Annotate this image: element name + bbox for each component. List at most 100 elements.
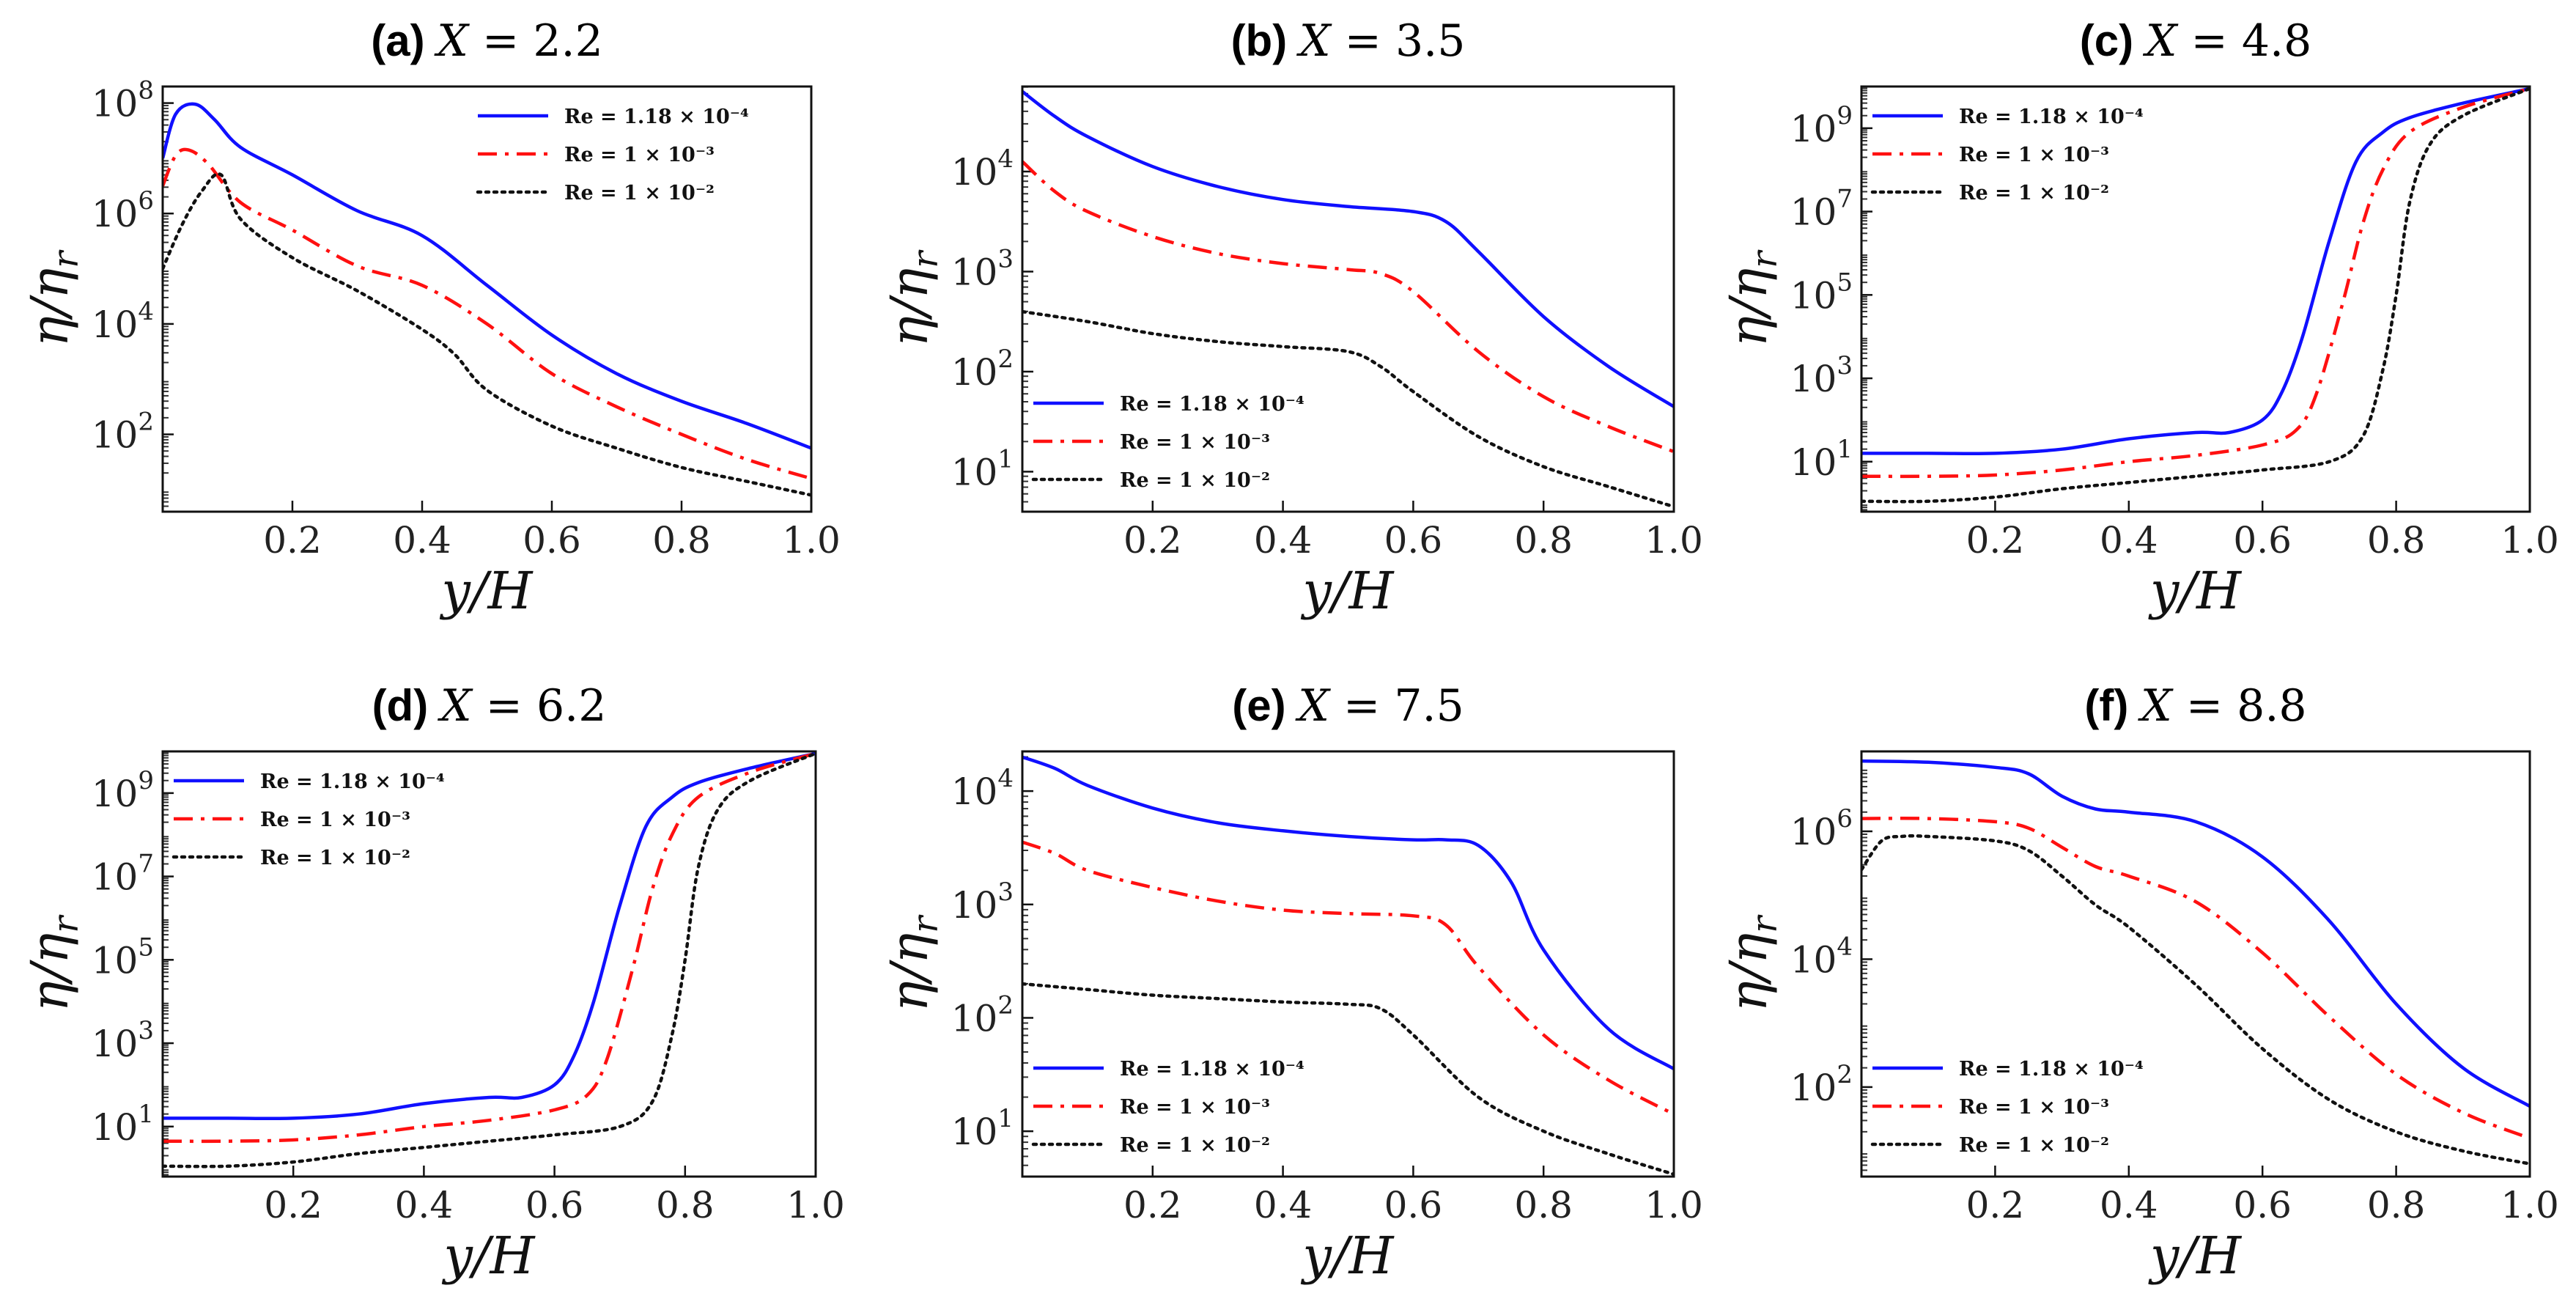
legend: Re = 1.18 × 10⁻⁴ Re = 1 × 10⁻³ Re = 1 × 10… <box>171 770 445 869</box>
y-tick-label: 102 <box>951 345 1014 394</box>
y-tick-label: 106 <box>1790 804 1853 853</box>
title-equation: = 6.2 <box>472 680 607 732</box>
y-tick-label: 104 <box>1790 932 1853 981</box>
title-equation: = 4.8 <box>2177 15 2311 67</box>
x-tick-label: 0.6 <box>2233 519 2292 562</box>
y-tick-label: 105 <box>92 932 154 982</box>
panel-e-title: (e) X = 7.5 <box>1232 680 1464 732</box>
x-tick-label: 1.0 <box>1645 519 1703 562</box>
y-tick-label: 108 <box>92 76 154 125</box>
y-tick-label: 103 <box>1790 351 1853 400</box>
series-line-3 <box>1022 309 1674 509</box>
title-equation: = 2.2 <box>468 15 603 67</box>
axes-frame <box>1860 750 2531 1178</box>
y-tick-label: 102 <box>951 990 1014 1039</box>
x-tick-label: 0.8 <box>1514 1184 1573 1226</box>
panel-c: (c) X = 4.8 101 103 105 107 109 0.2 0.4 0.6 0.8 1.… <box>1719 15 2559 621</box>
panel-d: (d) X = 6.2 101 103 105 107 109 0.2 0.4 0.6 0.8 1.… <box>20 680 845 1286</box>
series-line-2 <box>1861 87 2530 479</box>
y-tick-label: 104 <box>951 144 1014 194</box>
x-tick-label: 0.6 <box>1384 1184 1443 1226</box>
axes-frame <box>161 750 817 1178</box>
x-tick-label: 0.8 <box>1514 519 1573 562</box>
x-axis-label: y/H <box>441 1226 536 1286</box>
y-tick-label: 104 <box>951 764 1014 813</box>
series-line-1 <box>163 751 816 1121</box>
x-tick-label: 0.6 <box>1384 519 1443 562</box>
panel-c-title: (c) X = 4.8 <box>2080 15 2312 67</box>
panel-d-title: (d) X = 6.2 <box>372 680 607 732</box>
title-equation: = 8.8 <box>2172 680 2307 732</box>
x-tick-label: 0.2 <box>1123 519 1182 562</box>
panel-f: (f) X = 8.8 102 104 106 0.2 0.4 0.6 0.8 1.0 y/H η/… <box>1719 680 2559 1286</box>
series-line-1 <box>1861 759 2530 1108</box>
legend-label: Re = 1 × 10⁻³ <box>1120 1096 1270 1119</box>
series-line-2 <box>163 147 811 480</box>
series-line-3 <box>163 172 811 497</box>
y-tick-label: 104 <box>92 297 154 346</box>
title-label: (e) <box>1232 681 1298 730</box>
legend: Re = 1.18 × 10⁻⁴ Re = 1 × 10⁻³ Re = 1 × 10… <box>1870 1058 2144 1157</box>
y-tick-label: 103 <box>92 1016 154 1065</box>
y-tick-label: 101 <box>951 1104 1014 1153</box>
series-line-1 <box>1022 90 1674 408</box>
panel-b: (b) X = 3.5 101 102 103 104 0.2 0.4 0.6 0.8 1.0 y/… <box>879 15 1703 621</box>
series-line-1 <box>1861 87 2530 456</box>
y-tick-label: 101 <box>1790 435 1853 484</box>
title-variable: X <box>1296 15 1332 67</box>
title-label: (a) <box>371 16 437 65</box>
series-line-2 <box>1022 840 1674 1116</box>
y-tick-label: 106 <box>92 186 154 235</box>
legend-label: Re = 1.18 × 10⁻⁴ <box>1120 1058 1304 1081</box>
axes-frame <box>1021 85 1675 513</box>
x-tick-label: 1.0 <box>1645 1184 1703 1226</box>
x-axis-label: y/H <box>1300 1226 1395 1286</box>
title-equation: = 3.5 <box>1331 15 1466 67</box>
title-variable: X <box>1295 680 1331 732</box>
series-line-3 <box>1022 982 1674 1177</box>
x-tick-label: 0.4 <box>1254 1184 1313 1226</box>
x-tick-label: 0.8 <box>2367 1184 2426 1226</box>
axes-frame <box>161 85 813 513</box>
legend: Re = 1.18 × 10⁻⁴ Re = 1 × 10⁻³ Re = 1 × 10… <box>1031 1058 1304 1157</box>
panel-b-title: (b) X = 3.5 <box>1231 15 1466 67</box>
x-tick-label: 0.2 <box>263 519 322 562</box>
y-tick-label: 103 <box>951 877 1014 927</box>
y-tick-label: 109 <box>1790 101 1853 150</box>
legend-label: Re = 1 × 10⁻³ <box>1959 1096 2109 1119</box>
legend-label: Re = 1.18 × 10⁻⁴ <box>564 106 749 128</box>
legend-label: Re = 1 × 10⁻² <box>1959 1134 2109 1157</box>
legend: Re = 1.18 × 10⁻⁴ Re = 1 × 10⁻³ Re = 1 × 10… <box>476 106 749 205</box>
legend-label: Re = 1.18 × 10⁻⁴ <box>1120 393 1304 416</box>
x-tick-label: 1.0 <box>782 519 841 562</box>
x-tick-label: 1.0 <box>786 1184 845 1226</box>
axes-frame <box>1021 750 1675 1178</box>
x-tick-label: 0.8 <box>2367 519 2426 562</box>
x-axis-label: y/H <box>439 561 534 621</box>
x-tick-label: 0.4 <box>1254 519 1313 562</box>
legend-label: Re = 1 × 10⁻³ <box>564 144 715 166</box>
title-variable: X <box>2143 15 2179 67</box>
x-tick-label: 0.4 <box>393 519 451 562</box>
series-line-1 <box>163 102 811 450</box>
title-label: (f) <box>2084 681 2141 730</box>
x-tick-label: 0.4 <box>395 1184 454 1226</box>
series-line-3 <box>1861 834 2530 1166</box>
title-equation: = 7.5 <box>1329 680 1464 732</box>
panel-e: (e) X = 7.5 101 102 103 104 0.2 0.4 0.6 0.8 1.0 y/… <box>879 680 1703 1286</box>
legend: Re = 1.18 × 10⁻⁴ Re = 1 × 10⁻³ Re = 1 × 10… <box>1031 393 1304 492</box>
title-variable: X <box>434 15 470 67</box>
panel-a-title: (a) X = 2.2 <box>371 15 603 67</box>
legend: Re = 1.18 × 10⁻⁴ Re = 1 × 10⁻³ Re = 1 × 10… <box>1870 106 2144 205</box>
series-line-3 <box>163 751 816 1169</box>
y-axis-label: η/ηr <box>20 914 86 1012</box>
y-tick-label: 103 <box>951 244 1014 293</box>
y-tick-label: 107 <box>92 850 154 899</box>
series-line-2 <box>1022 160 1674 454</box>
y-axis-label: η/ηr <box>20 249 86 347</box>
x-axis-label: y/H <box>1300 561 1395 621</box>
panel-a: (a) X = 2.2 102 104 106 108 0.2 0.4 0.6 0.8 1.0 y/… <box>20 15 841 621</box>
x-tick-label: 0.8 <box>652 519 711 562</box>
x-tick-label: 0.8 <box>656 1184 715 1226</box>
y-tick-label: 102 <box>92 408 154 457</box>
